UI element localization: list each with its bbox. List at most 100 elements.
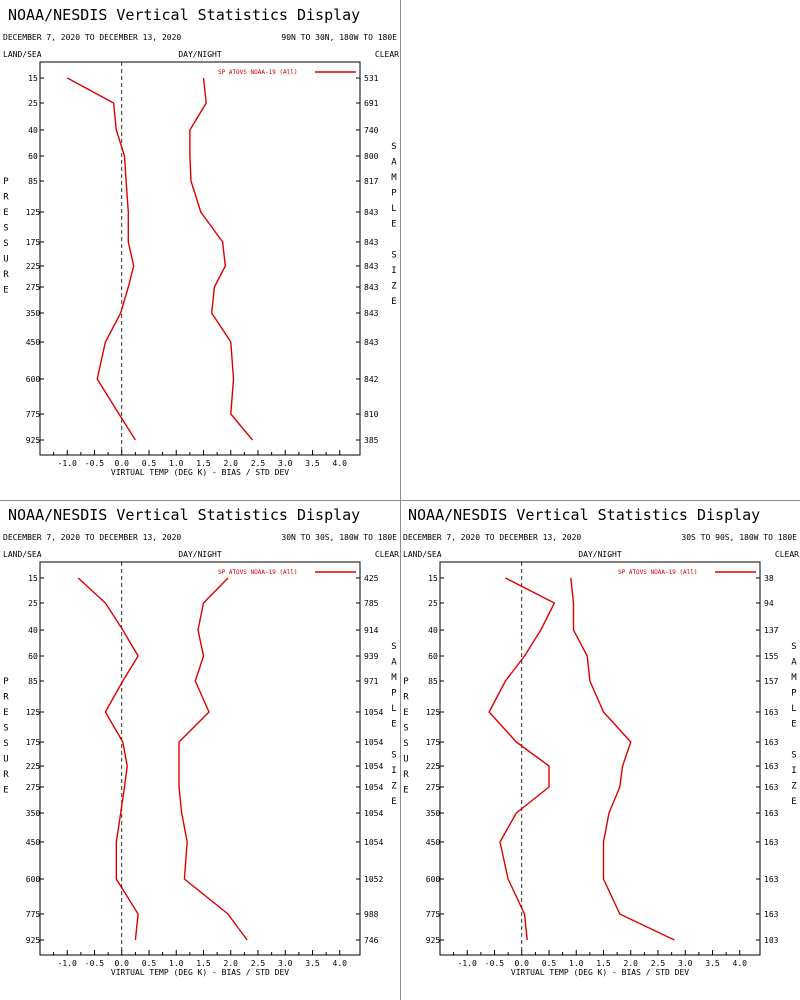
x-tick-label: 0.5 [142,959,157,968]
sample-size-label: 817 [364,177,379,186]
sample-size-label: 843 [364,238,379,247]
sample-size-label: 163 [764,838,779,847]
pressure-tick-label: 15 [28,574,38,583]
pressure-axis-letter: R [3,693,9,703]
pressure-axis-letter: R [3,193,9,203]
sample-size-label: 843 [364,309,379,318]
x-tick-label: 3.5 [305,959,320,968]
sample-size-axis-letter: E [391,220,396,230]
time-label: DAY/NIGHT [578,550,622,559]
pressure-tick-label: 275 [26,783,41,792]
date-range: DECEMBER 7, 2020 TO DECEMBER 13, 2020 [3,33,181,42]
panel-bottom-left: NOAA/NESDIS Vertical Statistics Display D… [0,500,400,1000]
x-tick-label: 2.5 [651,959,666,968]
pressure-axis-letter: E [3,286,8,296]
sample-size-label: 1052 [364,875,383,884]
x-tick-label: 0.0 [115,959,130,968]
sample-size-label: 988 [364,910,379,919]
pressure-tick-label: 125 [26,708,41,717]
pressure-tick-label: 125 [26,208,41,217]
pressure-tick-label: 40 [28,626,38,635]
x-tick-label: 4.0 [333,459,348,468]
sky-label: CLEAR [375,550,399,559]
sample-size-label: 1054 [364,783,383,792]
pressure-tick-label: 225 [26,262,41,271]
x-tick-label: 2.0 [224,459,239,468]
sample-size-label: 939 [364,652,379,661]
sample-size-label: 746 [364,936,379,945]
sample-size-label: 843 [364,262,379,271]
x-tick-label: 4.0 [333,959,348,968]
pressure-tick-label: 60 [28,652,38,661]
sample-size-axis-letter: E [391,797,396,807]
x-tick-label: 3.0 [278,459,293,468]
pressure-axis-letter: P [3,677,9,687]
panel-bottom-right: NOAA/NESDIS Vertical Statistics Display D… [400,500,800,1000]
sample-size-label: 163 [764,875,779,884]
pressure-tick-label: 450 [26,338,41,347]
sample-size-label: 843 [364,283,379,292]
pressure-axis-letter: U [403,755,408,765]
sample-size-axis-letter: L [391,704,396,714]
sample-size-label: 842 [364,375,379,384]
pressure-axis-letter: E [3,786,8,796]
x-tick-label: 0.5 [542,959,557,968]
sample-size-axis-letter: E [391,720,396,730]
sample-size-axis-letter: S [391,142,396,152]
sample-size-axis-letter: M [391,673,397,683]
pressure-tick-label: 350 [26,309,41,318]
pressure-tick-label: 40 [428,626,438,635]
sample-size-axis-letter: I [791,766,796,776]
surface-label: LAND/SEA [3,50,42,59]
x-tick-label: 4.0 [733,959,748,968]
panel-divider-horizontal [0,500,800,501]
sample-size-axis-letter: M [391,173,397,183]
x-axis-title: VIRTUAL TEMP (DEG K) - BIAS / STD DEV [111,968,289,977]
pressure-axis-letter: R [3,270,9,280]
std-dev-line [178,577,248,941]
sky-label: CLEAR [775,550,799,559]
sample-size-axis-letter: P [391,189,397,199]
chart-title: NOAA/NESDIS Vertical Statistics Display [8,6,360,24]
pressure-tick-label: 275 [26,283,41,292]
pressure-tick-label: 225 [426,762,441,771]
x-tick-label: 0.0 [515,959,530,968]
x-tick-label: 1.0 [169,459,184,468]
pressure-tick-label: 60 [28,152,38,161]
sample-size-label: 94 [764,599,774,608]
surface-label: LAND/SEA [3,550,42,559]
bias-line [77,577,139,941]
pressure-tick-label: 350 [426,809,441,818]
sample-size-label: 163 [764,783,779,792]
pressure-tick-label: 175 [26,238,41,247]
x-tick-label: 1.5 [196,959,211,968]
sample-size-label: 163 [764,738,779,747]
pressure-axis-letter: S [3,239,8,249]
pressure-axis-letter: P [403,677,409,687]
vertical-stats-chart: NOAA/NESDIS Vertical Statistics Display D… [3,6,399,477]
surface-label: LAND/SEA [403,550,442,559]
x-tick-label: 1.0 [569,959,584,968]
pressure-tick-label: 85 [428,677,438,686]
pressure-axis-letter: S [403,724,408,734]
sample-size-label: 800 [364,152,379,161]
pressure-tick-label: 25 [28,99,38,108]
sample-size-label: 38 [764,574,774,583]
sample-size-axis-letter: P [791,689,797,699]
date-range: DECEMBER 7, 2020 TO DECEMBER 13, 2020 [3,533,181,542]
std-dev-line [189,77,254,441]
sample-size-label: 785 [364,599,379,608]
pressure-tick-label: 85 [28,677,38,686]
pressure-axis-letter: E [3,708,8,718]
sample-size-label: 155 [764,652,779,661]
sample-size-label: 691 [364,99,379,108]
sample-size-label: 810 [364,410,379,419]
pressure-axis-letter: P [3,177,9,187]
sample-size-axis-letter: S [791,642,796,652]
pressure-tick-label: 450 [426,838,441,847]
x-tick-label: 3.0 [278,959,293,968]
sample-size-label: 1054 [364,738,383,747]
